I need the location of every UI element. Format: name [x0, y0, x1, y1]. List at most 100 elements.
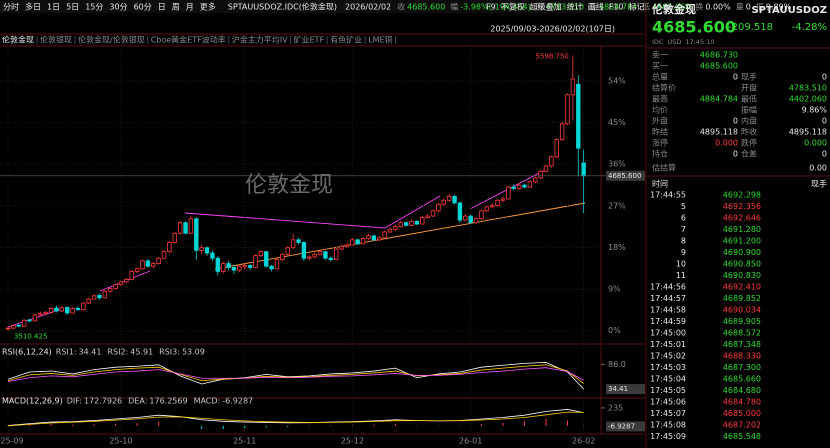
candle-body: [86, 298, 91, 304]
candle-body: [145, 260, 151, 267]
candle-body: [231, 267, 237, 271]
period-button[interactable]: 月: [186, 3, 194, 12]
macd-bar: [545, 419, 547, 426]
period-button[interactable]: 1日: [47, 3, 60, 12]
period-button[interactable]: 5日: [66, 3, 79, 12]
field-value: 9.89%: [766, 3, 792, 12]
candle-body: [264, 251, 269, 267]
x-tick-label: 25-09: [0, 437, 23, 446]
field-value: 4783.510: [546, 3, 584, 12]
date: 2026/02/02: [345, 3, 391, 12]
tick-time: 17:45:09: [650, 432, 686, 441]
meta: 17:45:10: [685, 38, 714, 46]
indicator-line: [7, 361, 584, 390]
period-button[interactable]: 更多: [200, 2, 216, 12]
macd-bar: [351, 425, 353, 426]
tool-button[interactable]: 标记: [628, 2, 644, 12]
period-button[interactable]: 15分: [85, 3, 103, 12]
macd-bar: [50, 424, 52, 426]
candle-body: [301, 242, 307, 259]
candle-body: [258, 251, 264, 257]
tool-button[interactable]: F9: [486, 3, 496, 12]
candle-body: [425, 215, 430, 218]
quote-value: 4402.060: [789, 95, 827, 104]
candle-body: [452, 195, 457, 204]
x-tick-label: 25-11: [233, 437, 256, 446]
tab[interactable]: 伦敦金现: [2, 35, 34, 45]
indicator-line: [7, 364, 584, 384]
candle-body: [215, 257, 221, 272]
tick-time: 17:45:04: [650, 375, 686, 384]
candle-body: [436, 203, 441, 212]
tick-time: 17:45:02: [650, 352, 686, 361]
tool-button[interactable]: F10: [609, 3, 624, 12]
period-button[interactable]: 分时: [3, 2, 19, 12]
tick-price: 4689.852: [723, 294, 761, 303]
candle-body: [409, 220, 414, 226]
tick-price: 4688.572: [723, 329, 761, 338]
tool-button[interactable]: 不复权: [501, 2, 525, 12]
tick-time: 17:44:55: [650, 191, 686, 200]
tab[interactable]: Cboe黄金ETF波动率: [151, 35, 226, 45]
period-button[interactable]: 日: [158, 3, 166, 12]
candle-body: [371, 235, 377, 241]
candle-body: [242, 265, 247, 268]
candle-body: [296, 239, 301, 243]
tab[interactable]: 矿业ETF: [294, 35, 325, 45]
candle-body: [317, 251, 323, 255]
candle-body: [549, 156, 554, 167]
trendline: [384, 195, 441, 229]
period-button[interactable]: 多日: [25, 2, 41, 12]
candle-body: [463, 215, 468, 221]
candle-body: [576, 83, 581, 149]
candle-body: [167, 242, 172, 253]
candle-body: [16, 324, 21, 327]
tick-price: 4691.200: [723, 237, 761, 246]
candle-body: [500, 198, 506, 201]
tick-price: 4692.646: [723, 214, 761, 223]
field-value: 4402.060: [652, 3, 690, 12]
tick-time: 17:45:05: [650, 386, 686, 395]
tab[interactable]: 伦敦银现: [40, 35, 72, 45]
candle-body: [280, 253, 285, 260]
candle-body: [538, 170, 543, 179]
tick-price: 4687.202: [723, 421, 761, 430]
quote-value: 4686.730: [700, 51, 738, 60]
y-tick-label: 36%: [608, 160, 626, 169]
toolbar-bg: [0, 0, 645, 13]
candle-body: [554, 139, 559, 158]
candle-body: [129, 271, 134, 280]
tick-price: 4685.000: [723, 409, 761, 418]
candle-body: [522, 184, 527, 188]
period-button[interactable]: 30分: [109, 3, 127, 12]
instrument-name: 伦敦金现: [652, 2, 696, 16]
quote-label: 仓差: [741, 149, 757, 159]
tool-button[interactable]: 超级叠加: [530, 2, 562, 12]
field-value: 4685.600: [407, 3, 445, 12]
candle-body: [5, 327, 11, 330]
candle-body: [457, 202, 463, 221]
tool-button[interactable]: 画线: [588, 2, 604, 12]
tab[interactable]: LME铜: [368, 35, 392, 45]
tab[interactable]: 有色矿业: [330, 35, 362, 45]
quote-label: 外盘: [652, 116, 668, 126]
tab[interactable]: 沪金主力平均IV: [232, 35, 288, 45]
candle-body: [81, 302, 86, 311]
tick-time: 17:45:01: [650, 340, 686, 349]
tick-price: 4690.034: [723, 306, 761, 315]
period-button[interactable]: 周: [172, 3, 180, 12]
candle-body: [75, 307, 81, 311]
quote-label: 现手: [741, 72, 757, 82]
tab[interactable]: 伦敦金现/伦敦银现: [78, 35, 145, 45]
period-button[interactable]: 60分: [134, 3, 152, 12]
candle-body: [506, 186, 511, 200]
candle-body: [274, 259, 280, 270]
quote-value: 4884.784: [700, 95, 738, 104]
candle-body: [565, 94, 570, 125]
quote-value: 0: [733, 117, 738, 126]
quote-label: 均价: [652, 105, 668, 115]
candle-body: [290, 239, 296, 249]
quote-value: 4783.510: [789, 84, 827, 93]
tool-button[interactable]: 统计: [567, 2, 583, 12]
